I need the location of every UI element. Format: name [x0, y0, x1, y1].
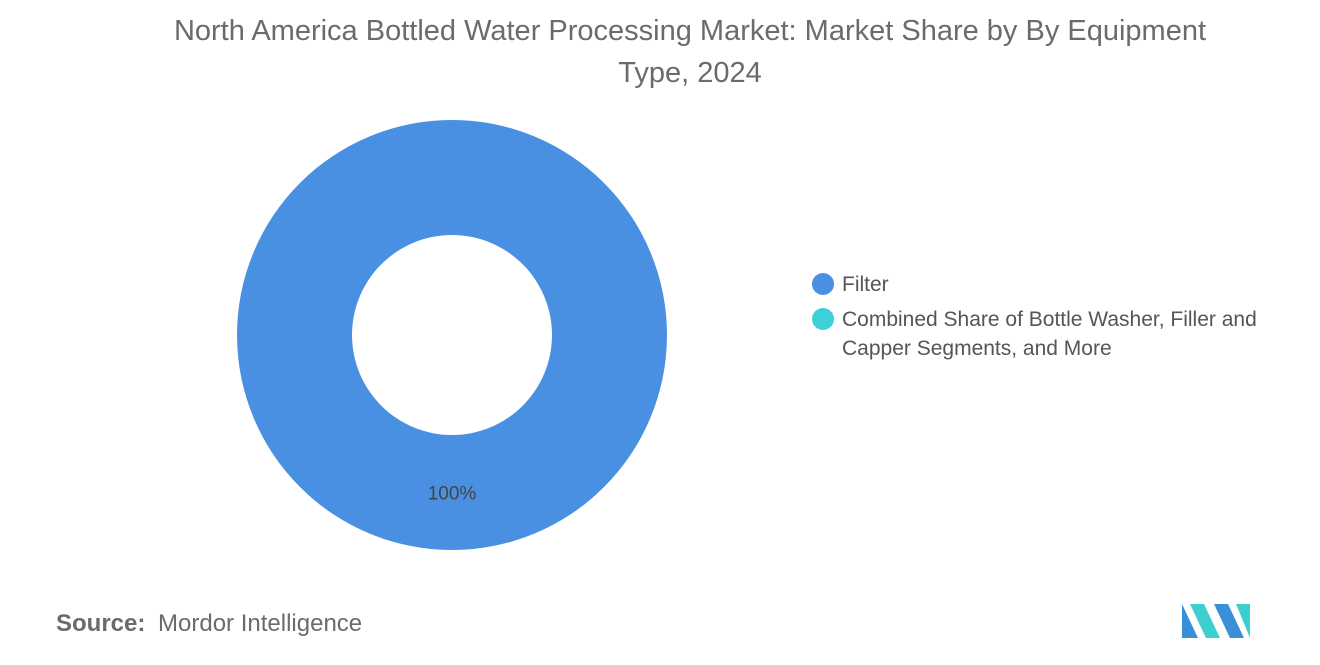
source-key: Source:: [56, 610, 146, 637]
legend-item-0: Filter: [812, 270, 1272, 299]
legend-swatch-0: [812, 273, 834, 295]
legend-label-0: Filter: [842, 273, 889, 296]
mordor-intelligence-logo: [1182, 604, 1250, 638]
legend-label-1: Combined Share of Bottle Washer, Filler …: [842, 308, 1257, 360]
donut-slice-0: [237, 120, 667, 550]
legend-swatch-1: [812, 308, 834, 330]
slice-label-0: 100%: [428, 484, 477, 505]
source-note: Source: Mordor Intelligence: [56, 610, 362, 638]
chart-title: North America Bottled Water Processing M…: [173, 15, 1207, 89]
source-value: Mordor Intelligence: [158, 610, 363, 637]
legend-item-1: Combined Share of Bottle Washer, Filler …: [812, 305, 1272, 363]
chart-legend: Filter Combined Share of Bottle Washer, …: [812, 270, 1272, 369]
